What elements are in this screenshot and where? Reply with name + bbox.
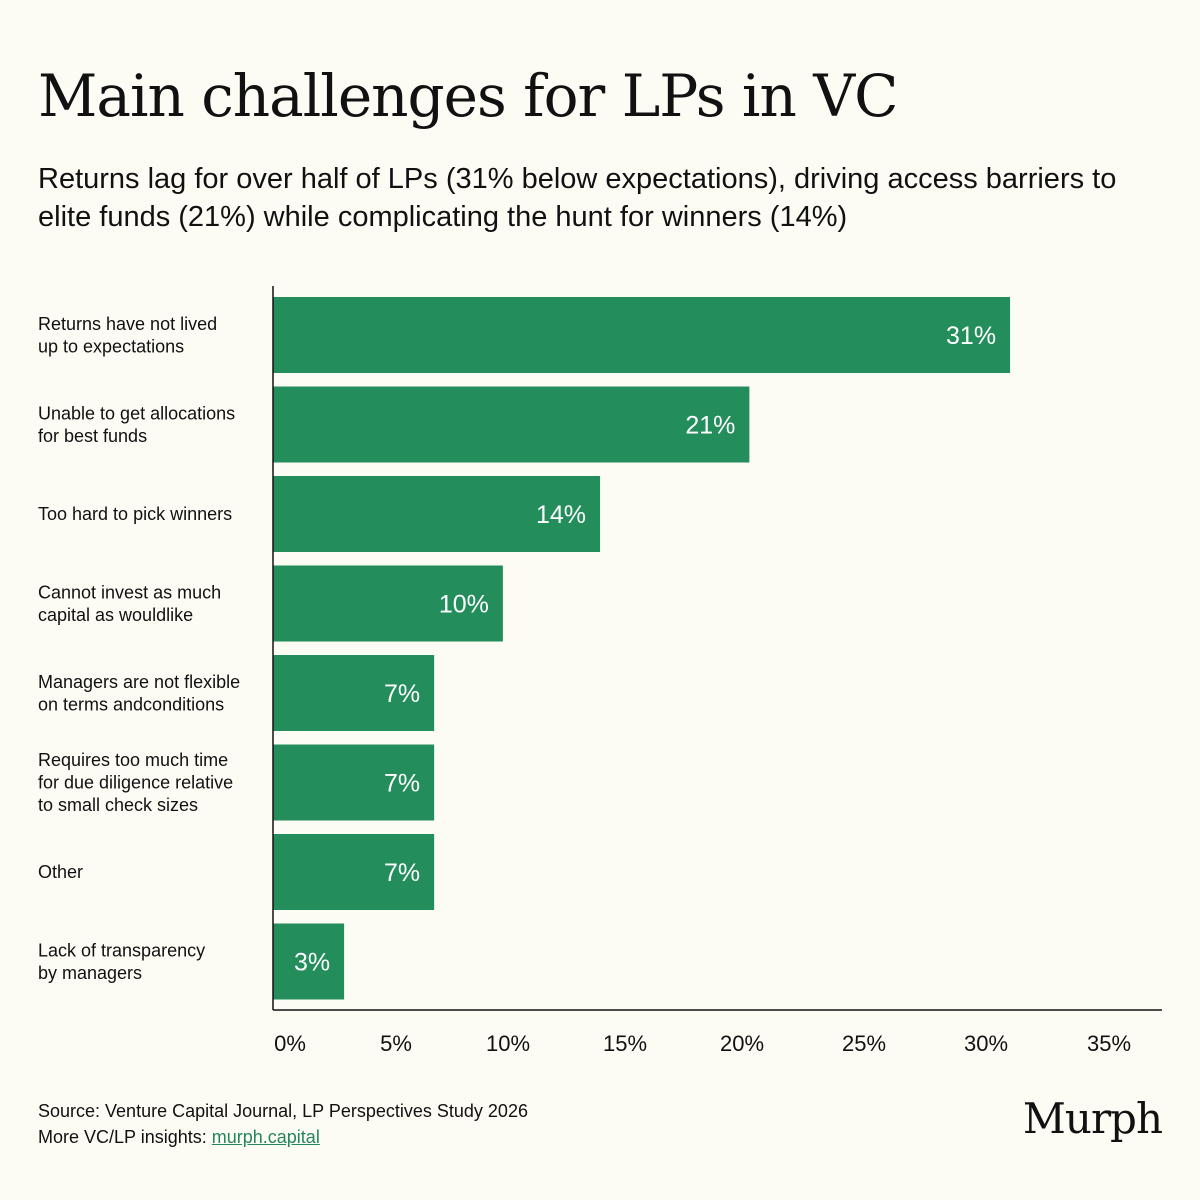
bar-value-label: 3% xyxy=(294,949,330,977)
category-label: for due diligence relative xyxy=(38,773,233,793)
category-label: for best funds xyxy=(38,426,147,446)
x-tick-label: 25% xyxy=(842,1031,886,1056)
category-label: Unable to get allocations xyxy=(38,403,235,423)
category-label: capital as wouldlike xyxy=(38,605,193,625)
bar xyxy=(273,744,435,821)
category-label: Other xyxy=(38,862,83,882)
category-label: to small check sizes xyxy=(38,795,198,815)
category-label: Lack of transparency xyxy=(38,940,205,960)
bar-value-label: 10% xyxy=(439,591,489,619)
x-tick-label: 5% xyxy=(380,1031,412,1056)
bar-value-label: 31% xyxy=(946,322,996,350)
murph-logo: Murph xyxy=(1022,1094,1163,1143)
murph-capital-link[interactable]: murph.capital xyxy=(211,1127,320,1147)
category-label: Too hard to pick winners xyxy=(38,504,232,524)
category-label: Managers are not flexible xyxy=(38,672,240,692)
bar-value-label: 21% xyxy=(685,412,735,440)
more-insights: More VC/LP insights: murph.capital xyxy=(38,1124,528,1150)
bar xyxy=(273,565,503,642)
footer: Source: Venture Capital Journal, LP Pers… xyxy=(38,1098,528,1150)
x-tick-label: 20% xyxy=(720,1031,764,1056)
x-tick-label: 35% xyxy=(1087,1031,1131,1056)
bar xyxy=(273,923,345,1000)
bar xyxy=(273,834,435,910)
x-tick-label: 0% xyxy=(274,1031,306,1056)
bar-value-label: 14% xyxy=(536,501,586,529)
bar xyxy=(273,386,750,463)
source-note: Source: Venture Capital Journal, LP Pers… xyxy=(38,1101,528,1121)
bar-value-label: 7% xyxy=(384,680,420,708)
bar xyxy=(273,297,1011,373)
category-label: up to expectations xyxy=(38,336,184,356)
category-label: on terms andconditions xyxy=(38,694,224,714)
chart-subtitle: Returns lag for over half of LPs (31% be… xyxy=(38,163,1117,233)
chart-title: Main challenges for LPs in VC xyxy=(38,62,898,130)
bar xyxy=(273,655,435,731)
category-label: Requires too much time xyxy=(38,750,228,770)
category-label: Returns have not lived xyxy=(38,314,217,334)
bar-value-label: 7% xyxy=(384,770,420,798)
category-label: Cannot invest as much xyxy=(38,582,221,602)
x-tick-label: 30% xyxy=(964,1031,1008,1056)
x-tick-label: 15% xyxy=(603,1031,647,1056)
more-insights-label: More VC/LP insights: xyxy=(38,1127,207,1147)
bar xyxy=(273,476,601,552)
bar-value-label: 7% xyxy=(384,859,420,887)
x-tick-label: 10% xyxy=(486,1031,530,1056)
category-label: by managers xyxy=(38,963,142,983)
